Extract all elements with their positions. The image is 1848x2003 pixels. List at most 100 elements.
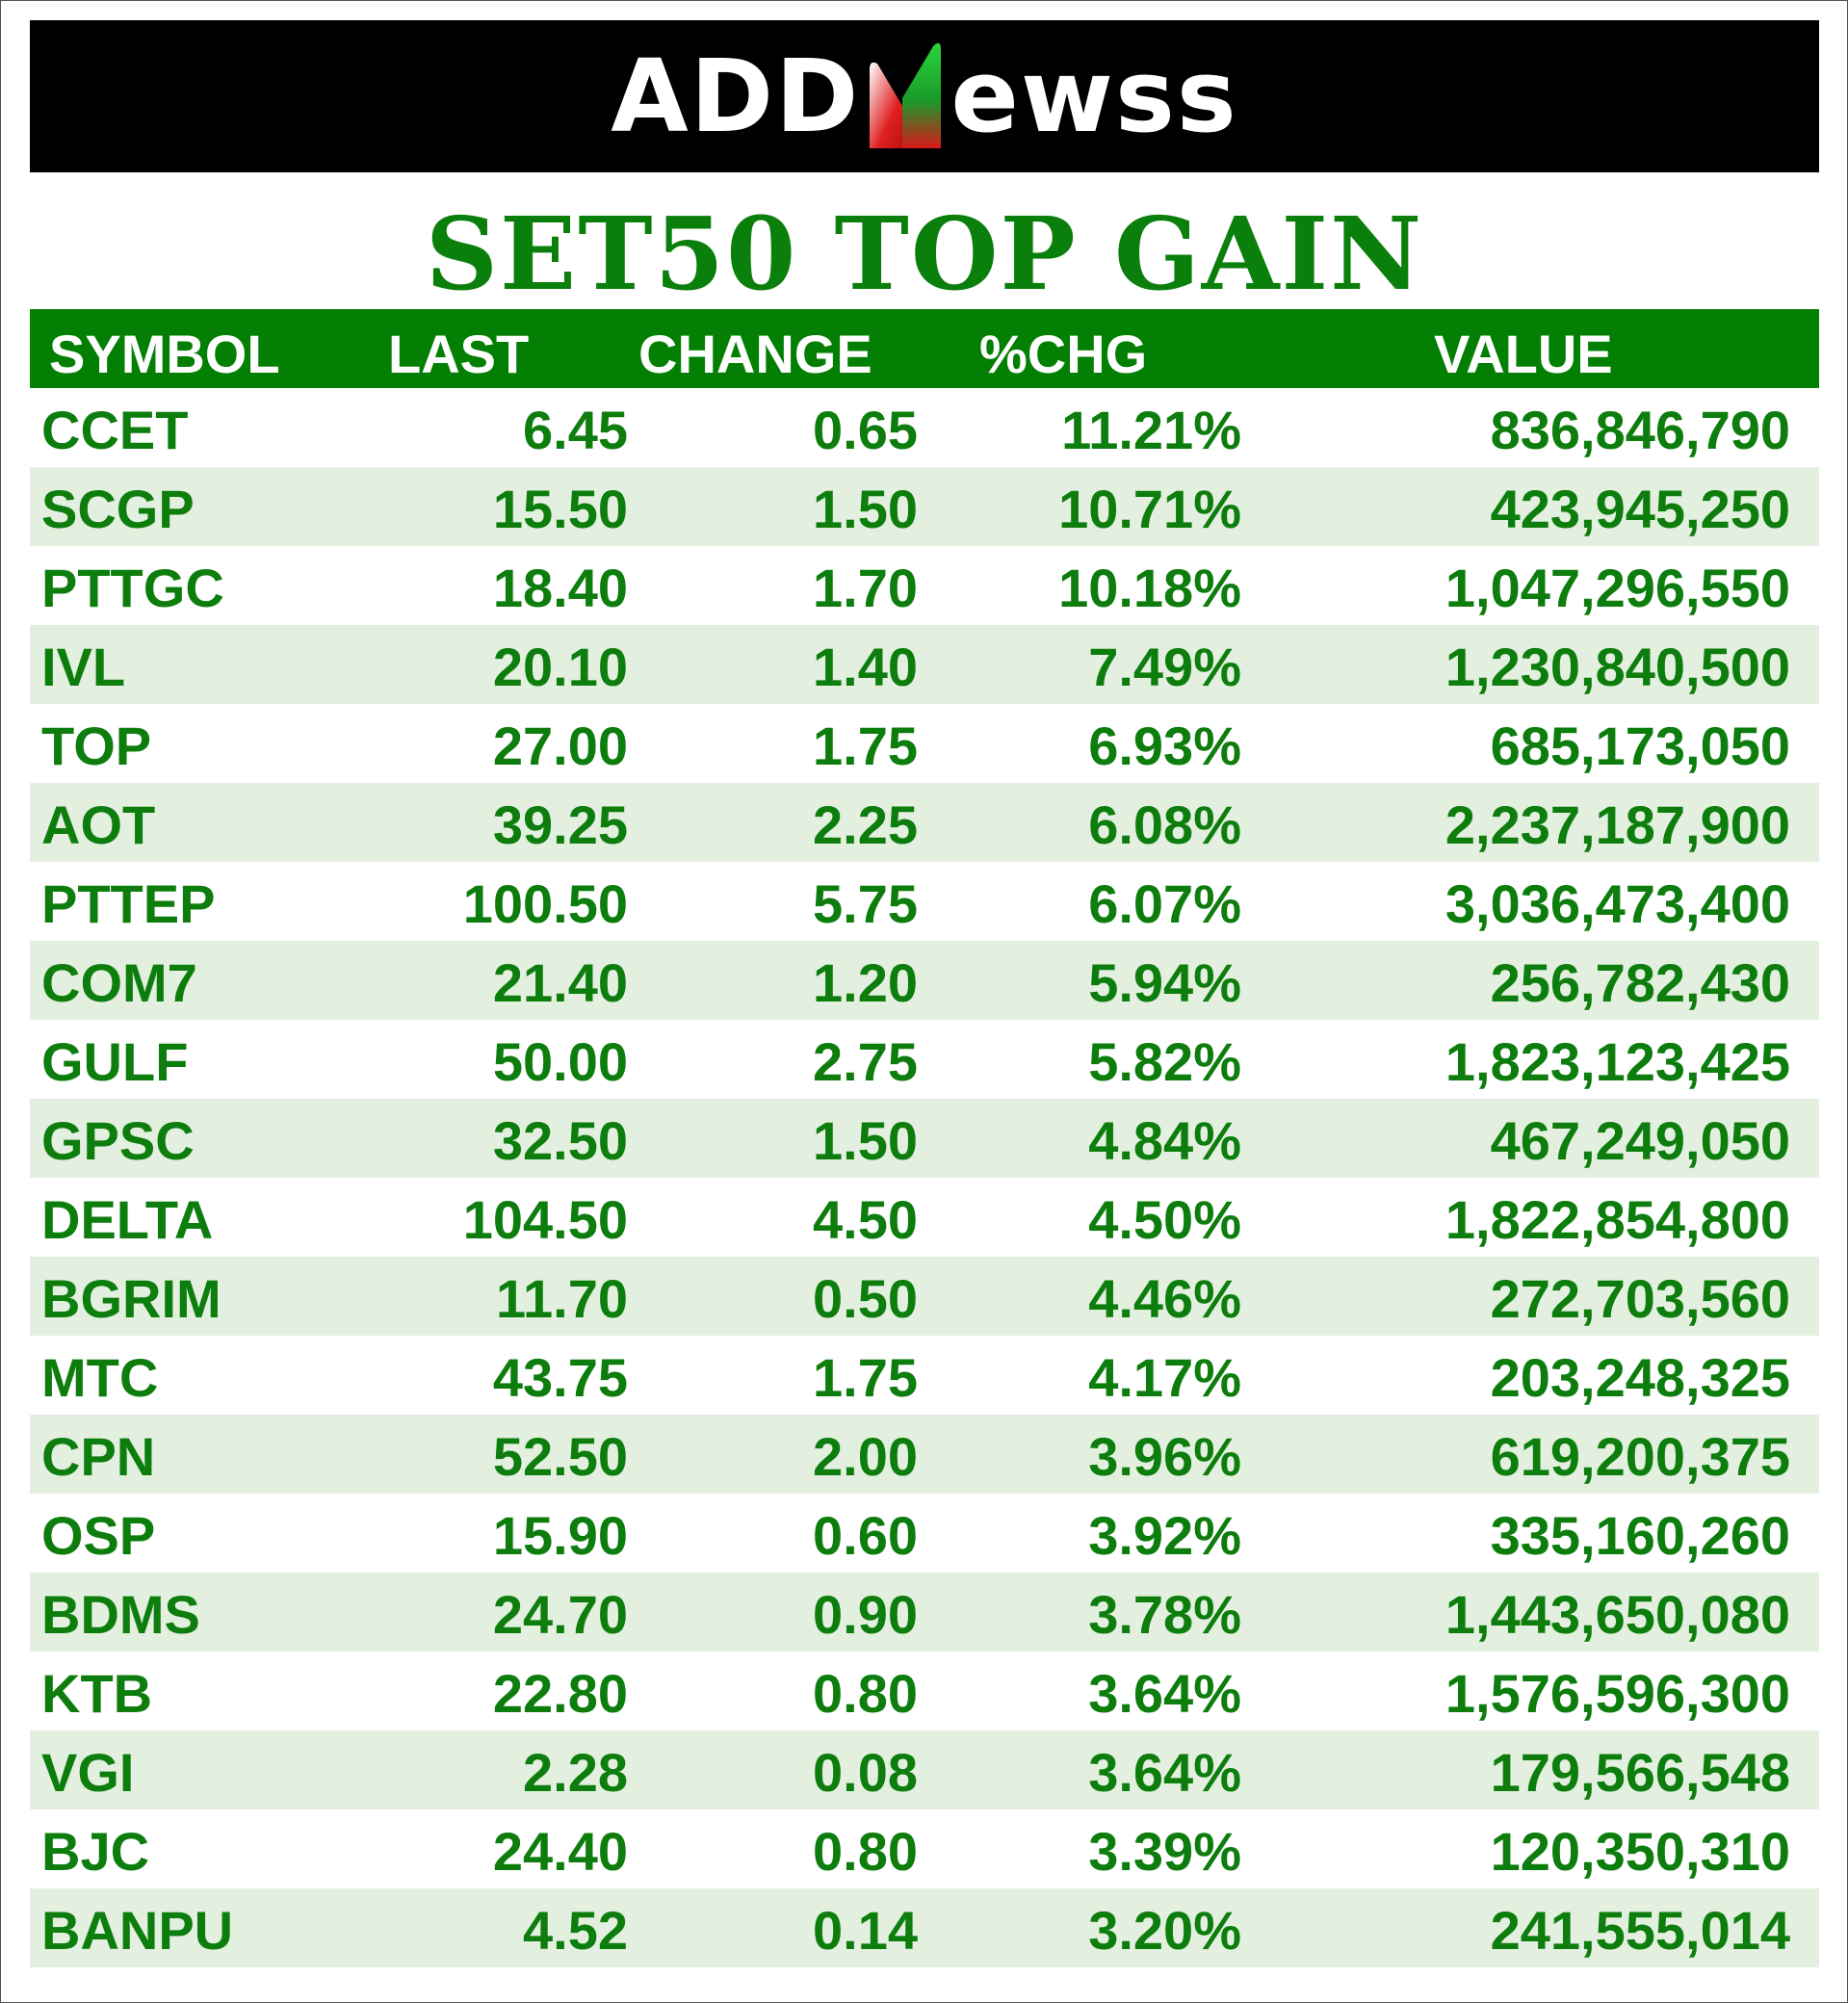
cell-symbol: IVL (41, 637, 126, 697)
cell-last: 2.28 (523, 1742, 628, 1803)
gainers-table: SYMBOL LAST CHANGE %CHG VALUE CCET 6.45 0.… (30, 309, 1819, 1967)
cell-symbol: PTTGC (41, 558, 224, 618)
cell-value: 256,782,430 (1490, 952, 1790, 1013)
cell-last: 15.50 (492, 479, 628, 539)
cell-value: 1,047,296,550 (1445, 558, 1790, 618)
cell-symbol: VGI (41, 1742, 135, 1803)
cell-value: 1,822,854,800 (1445, 1189, 1790, 1250)
cell-value: 2,237,187,900 (1445, 794, 1790, 855)
cell-value: 1,230,840,500 (1445, 637, 1790, 697)
table-row: TOP 27.00 1.75 6.93% 685,173,050 (30, 704, 1819, 783)
cell-pct-change: 3.92% (1088, 1505, 1241, 1566)
table-row: OSP 15.90 0.60 3.92% 335,160,260 (30, 1494, 1819, 1573)
cell-pct-change: 5.82% (1088, 1031, 1241, 1092)
table-row: PTTGC 18.40 1.70 10.18% 1,047,296,550 (30, 546, 1819, 625)
table-row: GULF 50.00 2.75 5.82% 1,823,123,425 (30, 1020, 1819, 1099)
cell-pct-change: 4.46% (1088, 1268, 1241, 1329)
cell-pct-change: 6.93% (1088, 715, 1241, 776)
cell-last: 22.80 (492, 1663, 628, 1724)
table-row: CCET 6.45 0.65 11.21% 836,846,790 (30, 388, 1819, 467)
table-row: BDMS 24.70 0.90 3.78% 1,443,650,080 (30, 1573, 1819, 1652)
cell-last: 39.25 (492, 794, 628, 855)
cell-symbol: BDMS (41, 1584, 200, 1645)
cell-symbol: MTC (41, 1347, 159, 1408)
cell-pct-change: 3.78% (1088, 1584, 1241, 1645)
cell-value: 1,443,650,080 (1445, 1584, 1790, 1645)
cell-last: 11.70 (495, 1268, 628, 1329)
cell-last: 21.40 (492, 952, 628, 1013)
cell-pct-change: 6.08% (1088, 794, 1241, 855)
cell-symbol: COM7 (41, 952, 197, 1013)
table-row: DELTA 104.50 4.50 4.50% 1,822,854,800 (30, 1178, 1819, 1257)
table-row: BJC 24.40 0.80 3.39% 120,350,310 (30, 1809, 1819, 1888)
cell-symbol: BJC (41, 1821, 150, 1882)
header-symbol: SYMBOL (49, 324, 280, 384)
cell-change: 0.65 (813, 400, 918, 460)
cell-change: 2.75 (813, 1031, 918, 1092)
cell-symbol: CCET (41, 400, 189, 460)
cell-change: 1.50 (813, 1110, 918, 1171)
cell-last: 52.50 (492, 1426, 628, 1487)
cell-value: 335,160,260 (1490, 1505, 1790, 1566)
cell-pct-change: 10.71% (1058, 479, 1241, 539)
cell-change: 0.08 (813, 1742, 918, 1803)
cell-last: 6.45 (523, 400, 628, 460)
cell-pct-change: 10.18% (1058, 558, 1241, 618)
cell-last: 4.52 (523, 1900, 628, 1961)
table-row: COM7 21.40 1.20 5.94% 256,782,430 (30, 941, 1819, 1020)
cell-symbol: CPN (41, 1426, 156, 1487)
cell-change: 1.70 (813, 558, 918, 618)
cell-value: 619,200,375 (1490, 1426, 1790, 1487)
cell-pct-change: 3.64% (1088, 1663, 1241, 1724)
cell-value: 423,945,250 (1490, 479, 1790, 539)
cell-value: 3,036,473,400 (1445, 873, 1790, 934)
cell-symbol: SCGP (41, 479, 195, 539)
cell-value: 272,703,560 (1490, 1268, 1790, 1329)
cell-last: 27.00 (492, 715, 628, 776)
header-value: VALUE (1434, 324, 1613, 384)
cell-last: 100.50 (462, 873, 628, 934)
logo-prefix: ADD (611, 38, 861, 155)
cell-change: 0.80 (813, 1821, 918, 1882)
cell-symbol: DELTA (41, 1189, 214, 1250)
cell-last: 18.40 (492, 558, 628, 618)
cell-change: 2.25 (813, 794, 918, 855)
cell-last: 24.40 (492, 1821, 628, 1882)
logo-n-mark (870, 42, 942, 148)
table-row: BANPU 4.52 0.14 3.20% 241,555,014 (30, 1888, 1819, 1967)
cell-value: 836,846,790 (1490, 400, 1790, 460)
cell-value: 203,248,325 (1490, 1347, 1790, 1408)
cell-value: 241,555,014 (1490, 1900, 1790, 1961)
cell-change: 4.50 (813, 1189, 918, 1250)
table-row: GPSC 32.50 1.50 4.84% 467,249,050 (30, 1099, 1819, 1178)
cell-value: 120,350,310 (1490, 1821, 1790, 1882)
brand-logo: ADD ewss (611, 40, 1238, 152)
cell-change: 1.40 (813, 637, 918, 697)
table-row: AOT 39.25 2.25 6.08% 2,237,187,900 (30, 783, 1819, 862)
table-row: VGI 2.28 0.08 3.64% 179,566,548 (30, 1730, 1819, 1809)
cell-last: 20.10 (492, 637, 628, 697)
cell-last: 50.00 (492, 1031, 628, 1092)
table-header: SYMBOL LAST CHANGE %CHG VALUE (30, 309, 1819, 388)
cell-last: 15.90 (492, 1505, 628, 1566)
cell-change: 0.14 (813, 1900, 918, 1961)
cell-symbol: PTTEP (41, 873, 216, 934)
cell-pct-change: 4.84% (1088, 1110, 1241, 1171)
cell-change: 0.80 (813, 1663, 918, 1724)
cell-pct-change: 3.64% (1088, 1742, 1241, 1803)
cell-symbol: BGRIM (41, 1268, 221, 1329)
header-last: LAST (388, 324, 530, 384)
cell-symbol: BANPU (41, 1900, 234, 1961)
cell-pct-change: 3.20% (1088, 1900, 1241, 1961)
table-row: IVL 20.10 1.40 7.49% 1,230,840,500 (30, 625, 1819, 704)
cell-pct-change: 3.39% (1088, 1821, 1241, 1882)
cell-pct-change: 5.94% (1088, 952, 1241, 1013)
header-pct-change: %CHG (979, 324, 1148, 384)
brand-banner: ADD ewss (30, 20, 1819, 172)
cell-symbol: GULF (41, 1031, 189, 1092)
table-row: PTTEP 100.50 5.75 6.07% 3,036,473,400 (30, 862, 1819, 941)
cell-change: 1.20 (813, 952, 918, 1013)
cell-value: 685,173,050 (1490, 715, 1790, 776)
cell-last: 24.70 (492, 1584, 628, 1645)
